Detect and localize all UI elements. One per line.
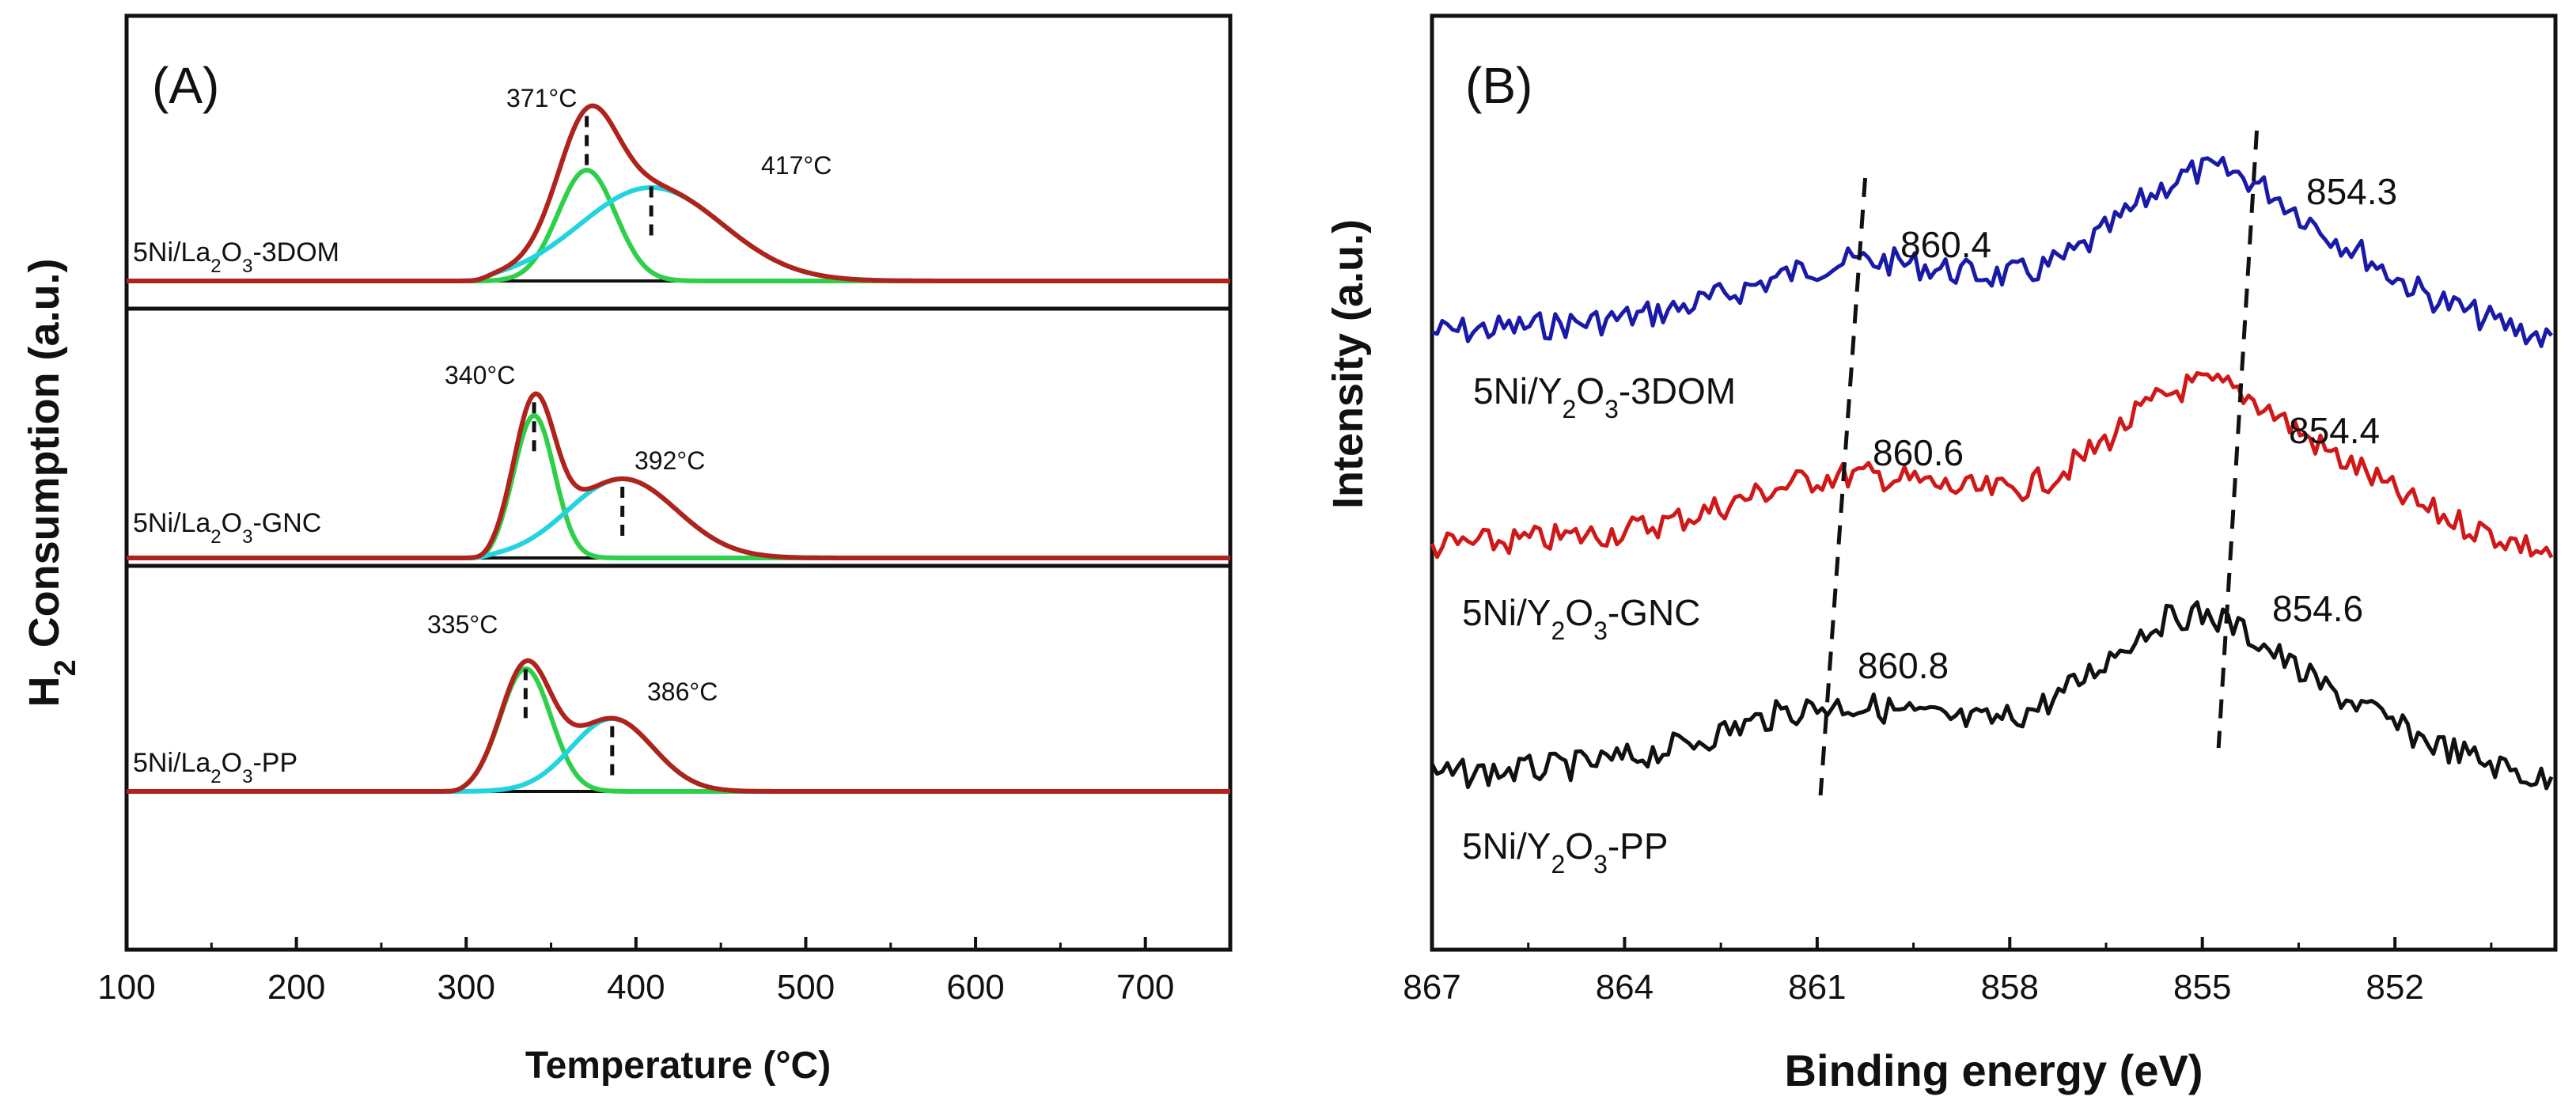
panel-a-total-profile (127, 658, 1230, 794)
panel-a-peak-label-386: 386°C (647, 677, 718, 706)
panel-b-x-tick-label: 864 (1596, 968, 1654, 1007)
panel-a-x-tick-label: 100 (97, 968, 155, 1007)
panel-a-x-tick-label: 400 (607, 968, 665, 1007)
panel-a-peak-markers (523, 116, 653, 782)
panel-b-y-axis-title: Intensity (a.u.) (1324, 219, 1372, 509)
panel-a-x-tick-label: 200 (267, 968, 325, 1007)
panel-b-main-shift-line (2216, 130, 2260, 749)
panel-b-series-label-gnc: 5Ni/Y2O3-GNC (1462, 592, 1700, 645)
panel-b-spectrum (1431, 155, 2554, 348)
panel-a-peak-label-340: 340°C (445, 361, 515, 389)
panel-a-x-ticks: 100 200 300 400 500 600 700 (97, 937, 1174, 1007)
panel-b-frame (1430, 13, 2558, 952)
panel-b-x-tick-label: 858 (1981, 968, 2039, 1007)
panel-a-curves (127, 103, 1230, 794)
panel-b-shift-lines (1818, 130, 2260, 796)
panel-b: (B) 867 864 861 858 855 852 5Ni/Y2O3-3DOM 5Ni… (1324, 13, 2558, 1095)
panel-a-x-tick-label: 700 (1116, 968, 1174, 1007)
panel-b-series-label-pp: 5Ni/Y2O3-PP (1462, 825, 1669, 878)
panel-b-peak-label-860-8: 860.8 (1858, 645, 1949, 686)
panel-b-x-tick-label: 855 (2173, 968, 2231, 1007)
panel-a-label: (A) (152, 57, 219, 114)
panel-a-peak-label-371: 371°C (506, 84, 577, 112)
panel-b-spectrum (1430, 370, 2554, 560)
panel-a-x-tick-label: 500 (777, 968, 835, 1007)
panel-b-peak-label-860-6: 860.6 (1873, 432, 1964, 473)
panel-a-x-tick-label: 600 (946, 968, 1004, 1007)
panel-b-x-tick-label: 852 (2366, 968, 2423, 1007)
panel-b-x-ticks: 867 864 861 858 855 852 (1403, 937, 2493, 1007)
panel-a-x-tick-label: 300 (438, 968, 495, 1007)
panel-b-x-tick-label: 867 (1403, 968, 1460, 1007)
panel-b-peak-label-854-6: 854.6 (2272, 588, 2363, 629)
panel-a-total-profile (127, 391, 1230, 560)
panel-a: (A) 100 200 300 400 500 600 700 5Ni/La2O3-3DOM… (21, 13, 1233, 1087)
panel-a-peak-label-392: 392°C (635, 446, 705, 475)
panel-a-x-axis-title: Temperature (°C) (525, 1045, 831, 1087)
panel-b-series-label-3dom: 5Ni/Y2O3-3DOM (1473, 370, 1736, 423)
panel-b-label: (B) (1465, 57, 1532, 114)
panel-a-peak-label-335: 335°C (427, 610, 498, 639)
panel-b-peak-label-854-3: 854.3 (2306, 171, 2397, 212)
panel-a-peak-label-417: 417°C (761, 151, 832, 180)
panel-a-series-label-gnc: 5Ni/La2O3-GNC (133, 508, 321, 548)
panel-a-series-label-pp: 5Ni/La2O3-PP (133, 748, 297, 787)
panel-a-series-label-3dom: 5Ni/La2O3-3DOM (133, 237, 339, 277)
panel-a-total-profile (127, 103, 1230, 283)
panel-b-spectrum (1430, 600, 2554, 791)
panel-b-satellite-shift-line (1818, 177, 1868, 796)
panel-a-frame (124, 13, 1233, 952)
panel-b-curves (1430, 155, 2554, 791)
panel-b-peak-label-860-4: 860.4 (1900, 224, 1991, 265)
panel-b-x-tick-label: 861 (1788, 968, 1846, 1007)
panel-b-x-axis-title: Binding energy (eV) (1785, 1045, 2203, 1095)
panel-b-peak-label-854-4: 854.4 (2289, 410, 2380, 451)
panel-a-y-axis-title: H2 Consumption (a.u.) (21, 258, 82, 707)
